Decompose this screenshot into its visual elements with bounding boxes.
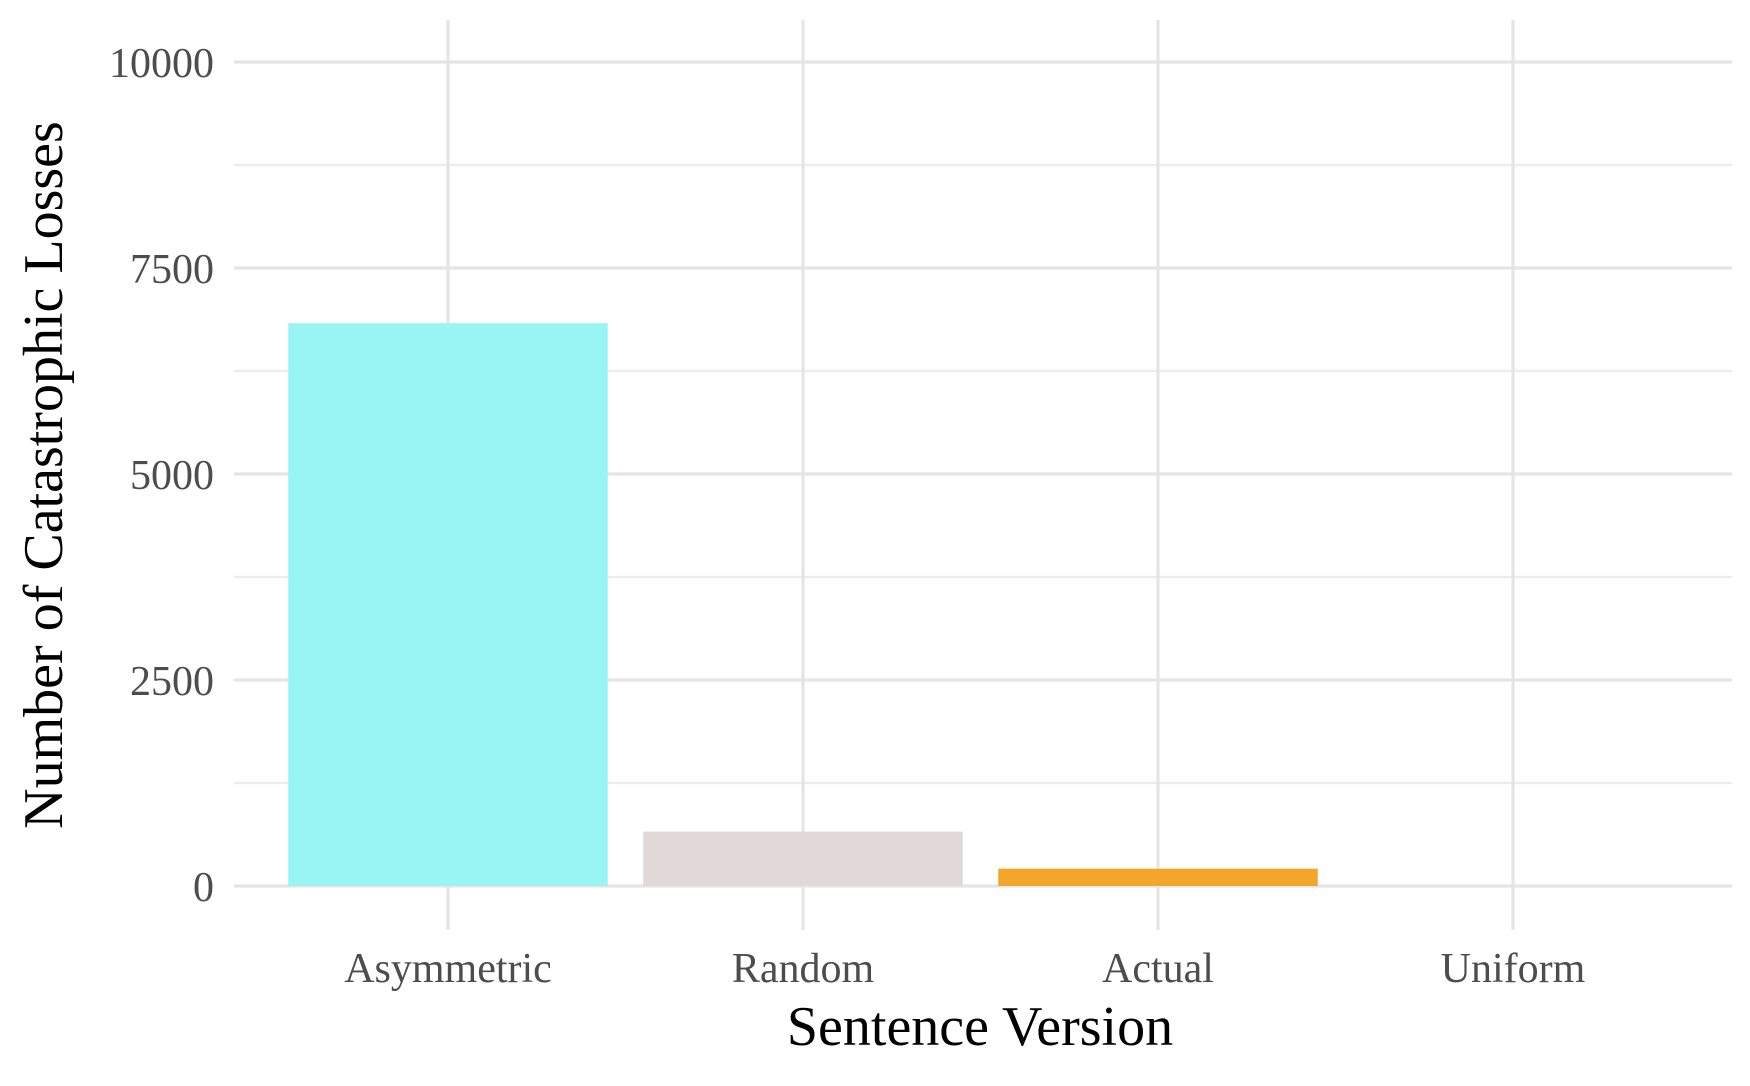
y-tick-label: 0 — [193, 865, 214, 911]
x-axis-title: Sentence Version — [787, 996, 1173, 1058]
bar-actual — [998, 868, 1318, 886]
bar-random — [643, 831, 963, 886]
y-tick-labels: 0 2500 5000 7500 10000 — [109, 41, 214, 911]
y-tick-label: 10000 — [109, 41, 214, 87]
bar-asymmetric — [288, 323, 608, 886]
y-axis-title: Number of Catastrophic Losses — [13, 121, 75, 829]
y-tick-label: 5000 — [130, 453, 214, 499]
x-tick-label: Actual — [1102, 946, 1214, 992]
bar-layer — [288, 323, 1318, 886]
x-tick-label: Asymmetric — [344, 946, 552, 992]
y-tick-label: 7500 — [130, 247, 214, 293]
x-tick-label: Uniform — [1441, 946, 1586, 992]
y-tick-label: 2500 — [130, 659, 214, 705]
x-tick-labels: Asymmetric Random Actual Uniform — [344, 946, 1585, 992]
x-tick-label: Random — [732, 946, 875, 992]
